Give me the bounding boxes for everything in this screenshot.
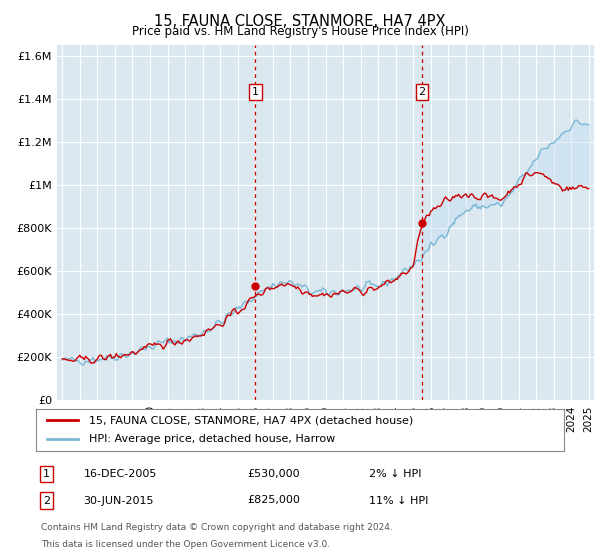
Text: 1: 1 <box>252 87 259 97</box>
Text: £825,000: £825,000 <box>247 496 300 506</box>
Text: 2: 2 <box>43 496 50 506</box>
Text: Contains HM Land Registry data © Crown copyright and database right 2024.: Contains HM Land Registry data © Crown c… <box>41 524 393 533</box>
Text: HPI: Average price, detached house, Harrow: HPI: Average price, detached house, Harr… <box>89 435 335 445</box>
Text: 30-JUN-2015: 30-JUN-2015 <box>83 496 154 506</box>
Text: 1: 1 <box>43 469 50 479</box>
Text: 15, FAUNA CLOSE, STANMORE, HA7 4PX: 15, FAUNA CLOSE, STANMORE, HA7 4PX <box>154 14 446 29</box>
Text: 15, FAUNA CLOSE, STANMORE, HA7 4PX (detached house): 15, FAUNA CLOSE, STANMORE, HA7 4PX (deta… <box>89 415 413 425</box>
Text: This data is licensed under the Open Government Licence v3.0.: This data is licensed under the Open Gov… <box>41 540 331 549</box>
Text: 16-DEC-2005: 16-DEC-2005 <box>83 469 157 479</box>
Text: 2% ↓ HPI: 2% ↓ HPI <box>368 469 421 479</box>
Text: 2: 2 <box>418 87 425 97</box>
Text: Price paid vs. HM Land Registry's House Price Index (HPI): Price paid vs. HM Land Registry's House … <box>131 25 469 38</box>
Text: 11% ↓ HPI: 11% ↓ HPI <box>368 496 428 506</box>
Text: £530,000: £530,000 <box>247 469 300 479</box>
